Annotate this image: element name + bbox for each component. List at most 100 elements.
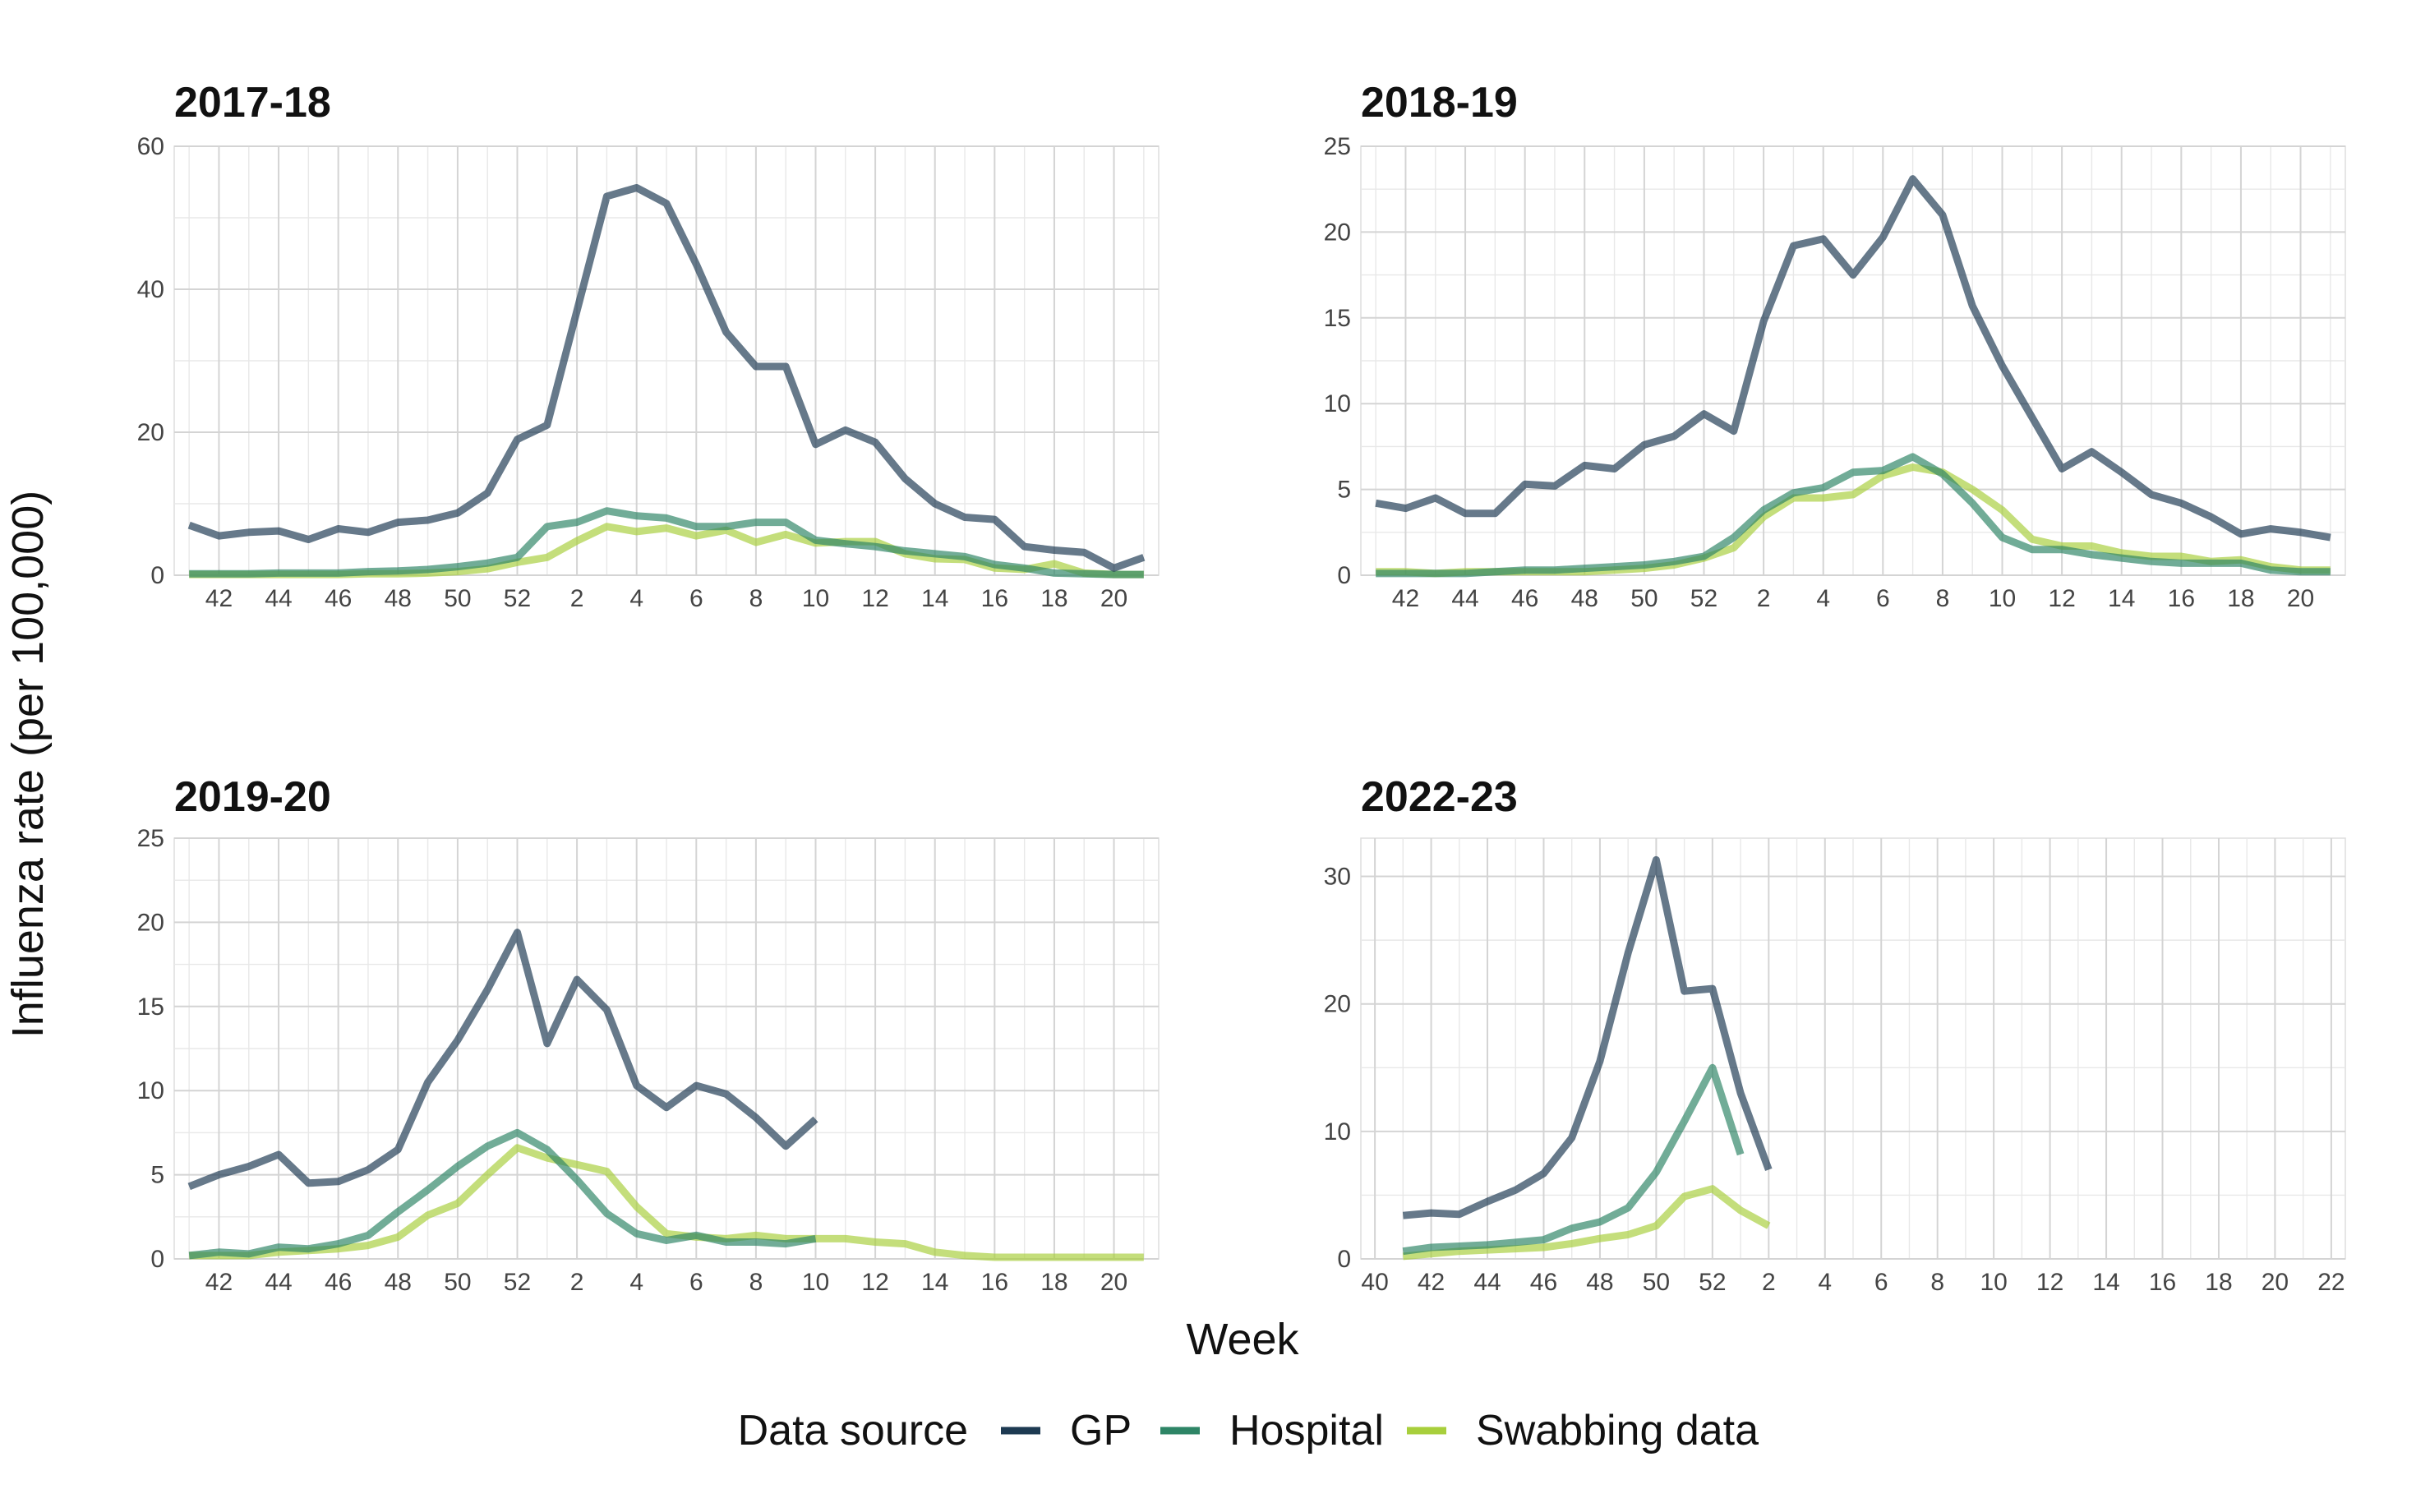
panel-title: 2018-19	[1361, 79, 1518, 127]
x-tick-label: 14	[921, 1269, 948, 1296]
y-tick-label: 10	[1324, 1118, 1351, 1146]
legend: Data source GP Hospital Swabbing data	[738, 1407, 1759, 1454]
y-tick-label: 25	[137, 825, 164, 852]
x-tick-label: 16	[2168, 585, 2195, 612]
x-tick-label: 44	[265, 1269, 292, 1296]
series-line-swabbing-data	[189, 1144, 1144, 1261]
y-tick-label: 15	[137, 993, 164, 1021]
x-tick-label: 8	[749, 585, 763, 612]
series-line-gp	[187, 929, 818, 1191]
x-tick-label: 14	[921, 585, 948, 612]
series-line-hospital	[188, 1128, 817, 1260]
y-tick-label: 0	[1337, 1246, 1351, 1273]
y-tick-label: 20	[137, 909, 164, 936]
x-tick-label: 4	[629, 1269, 643, 1296]
legend-label: GP	[1070, 1407, 1132, 1454]
x-tick-label: 42	[1418, 1269, 1445, 1296]
y-tick-label: 20	[1324, 219, 1351, 246]
y-tick-label: 0	[1337, 562, 1351, 589]
panel-title: 2017-18	[174, 79, 331, 127]
series-line-hospital	[1376, 453, 2331, 578]
x-tick-label: 46	[1511, 585, 1538, 612]
chart-panels: 42 44 46 48 50 52 2 4 6 8 10 12 14 16 18 2002040602017-…	[137, 79, 2346, 1296]
x-tick-label: 14	[2092, 1269, 2119, 1296]
legend-item-gp: GP	[1001, 1407, 1132, 1454]
y-tick-label: 20	[137, 419, 164, 446]
panel-2017-18: 42 44 46 48 50 52 2 4 6 8 10 12 14 16 18 2002040602017-…	[137, 79, 1160, 612]
series-line-gp	[1375, 175, 2331, 542]
x-tick-label: 46	[325, 585, 352, 612]
x-tick-label: 20	[2262, 1269, 2289, 1296]
x-tick-label: 18	[2205, 1269, 2232, 1296]
x-tick-label: 18	[1040, 585, 1067, 612]
x-tick-label: 10	[802, 585, 829, 612]
panel-2022-23: 40 42 44 46 48 50 52 2 4 6 8 10 12 14 16 18 20 2201020302…	[1324, 773, 2346, 1296]
x-tick-label: 48	[385, 585, 412, 612]
x-tick-label: 16	[981, 585, 1008, 612]
y-tick-label: 30	[1324, 864, 1351, 891]
x-tick-label: 6	[1876, 585, 1890, 612]
x-tick-label: 8	[1936, 585, 1950, 612]
x-tick-label: 52	[504, 585, 531, 612]
x-tick-label: 10	[1989, 585, 2016, 612]
x-tick-label: 50	[444, 1269, 471, 1296]
x-tick-label: 16	[2149, 1269, 2176, 1296]
x-tick-label: 20	[1100, 585, 1127, 612]
legend-items: GP Hospital Swabbing data	[1001, 1407, 1759, 1454]
x-tick-label: 12	[861, 1269, 888, 1296]
panel-2019-20: 42 44 46 48 50 52 2 4 6 8 10 12 14 16 18 20051015202520…	[137, 773, 1160, 1296]
x-tick-label: 44	[1473, 1269, 1501, 1296]
x-tick-label: 40	[1361, 1269, 1388, 1296]
x-tick-label: 48	[1586, 1269, 1613, 1296]
legend-title: Data source	[738, 1407, 968, 1454]
y-tick-label: 0	[150, 1246, 164, 1273]
x-tick-label: 50	[444, 585, 471, 612]
x-tick-label: 22	[2317, 1269, 2345, 1296]
x-tick-label: 48	[385, 1269, 412, 1296]
x-tick-label: 42	[205, 585, 233, 612]
panel-title: 2022-23	[1361, 773, 1518, 821]
panel-title: 2019-20	[174, 773, 331, 821]
x-tick-label: 2	[1762, 1269, 1776, 1296]
series-line-hospital	[1402, 1063, 1745, 1256]
x-tick-label: 42	[1392, 585, 1419, 612]
x-tick-label: 8	[1930, 1269, 1944, 1296]
x-tick-label: 52	[504, 1269, 531, 1296]
x-tick-label: 48	[1571, 585, 1598, 612]
x-tick-label: 44	[265, 585, 292, 612]
y-tick-label: 25	[1324, 133, 1351, 160]
y-tick-label: 5	[150, 1162, 164, 1189]
x-tick-label: 4	[629, 585, 643, 612]
x-tick-label: 6	[689, 585, 703, 612]
legend-label: Hospital	[1229, 1407, 1384, 1454]
series-line-hospital	[189, 507, 1144, 579]
x-tick-label: 12	[2036, 1269, 2063, 1296]
series-line-swabbing-data	[1402, 1185, 1771, 1261]
x-tick-label: 46	[325, 1269, 352, 1296]
y-tick-label: 5	[1337, 477, 1351, 504]
x-tick-label: 10	[1980, 1269, 2007, 1296]
x-tick-label: 12	[861, 585, 888, 612]
y-tick-label: 0	[150, 562, 164, 589]
x-tick-label: 2	[570, 1269, 584, 1296]
x-tick-label: 52	[1690, 585, 1717, 612]
x-tick-label: 12	[2048, 585, 2075, 612]
series-line-gp	[187, 184, 1146, 572]
x-tick-label: 2	[570, 585, 584, 612]
series-line-gp	[1402, 855, 1773, 1219]
x-tick-label: 42	[205, 1269, 233, 1296]
legend-item-hospital: Hospital	[1160, 1407, 1384, 1454]
x-tick-label: 4	[1818, 1269, 1832, 1296]
x-tick-label: 4	[1816, 585, 1830, 612]
x-axis-title: Week	[1186, 1315, 1299, 1364]
x-tick-label: 44	[1451, 585, 1478, 612]
x-tick-label: 20	[2287, 585, 2314, 612]
x-tick-label: 14	[2108, 585, 2135, 612]
x-tick-label: 16	[981, 1269, 1008, 1296]
y-tick-label: 10	[1324, 390, 1351, 417]
x-tick-label: 2	[1757, 585, 1771, 612]
legend-label: Swabbing data	[1476, 1407, 1759, 1454]
panel-2018-19: 42 44 46 48 50 52 2 4 6 8 10 12 14 16 18 20051015202520…	[1324, 79, 2346, 612]
y-tick-label: 15	[1324, 305, 1351, 332]
